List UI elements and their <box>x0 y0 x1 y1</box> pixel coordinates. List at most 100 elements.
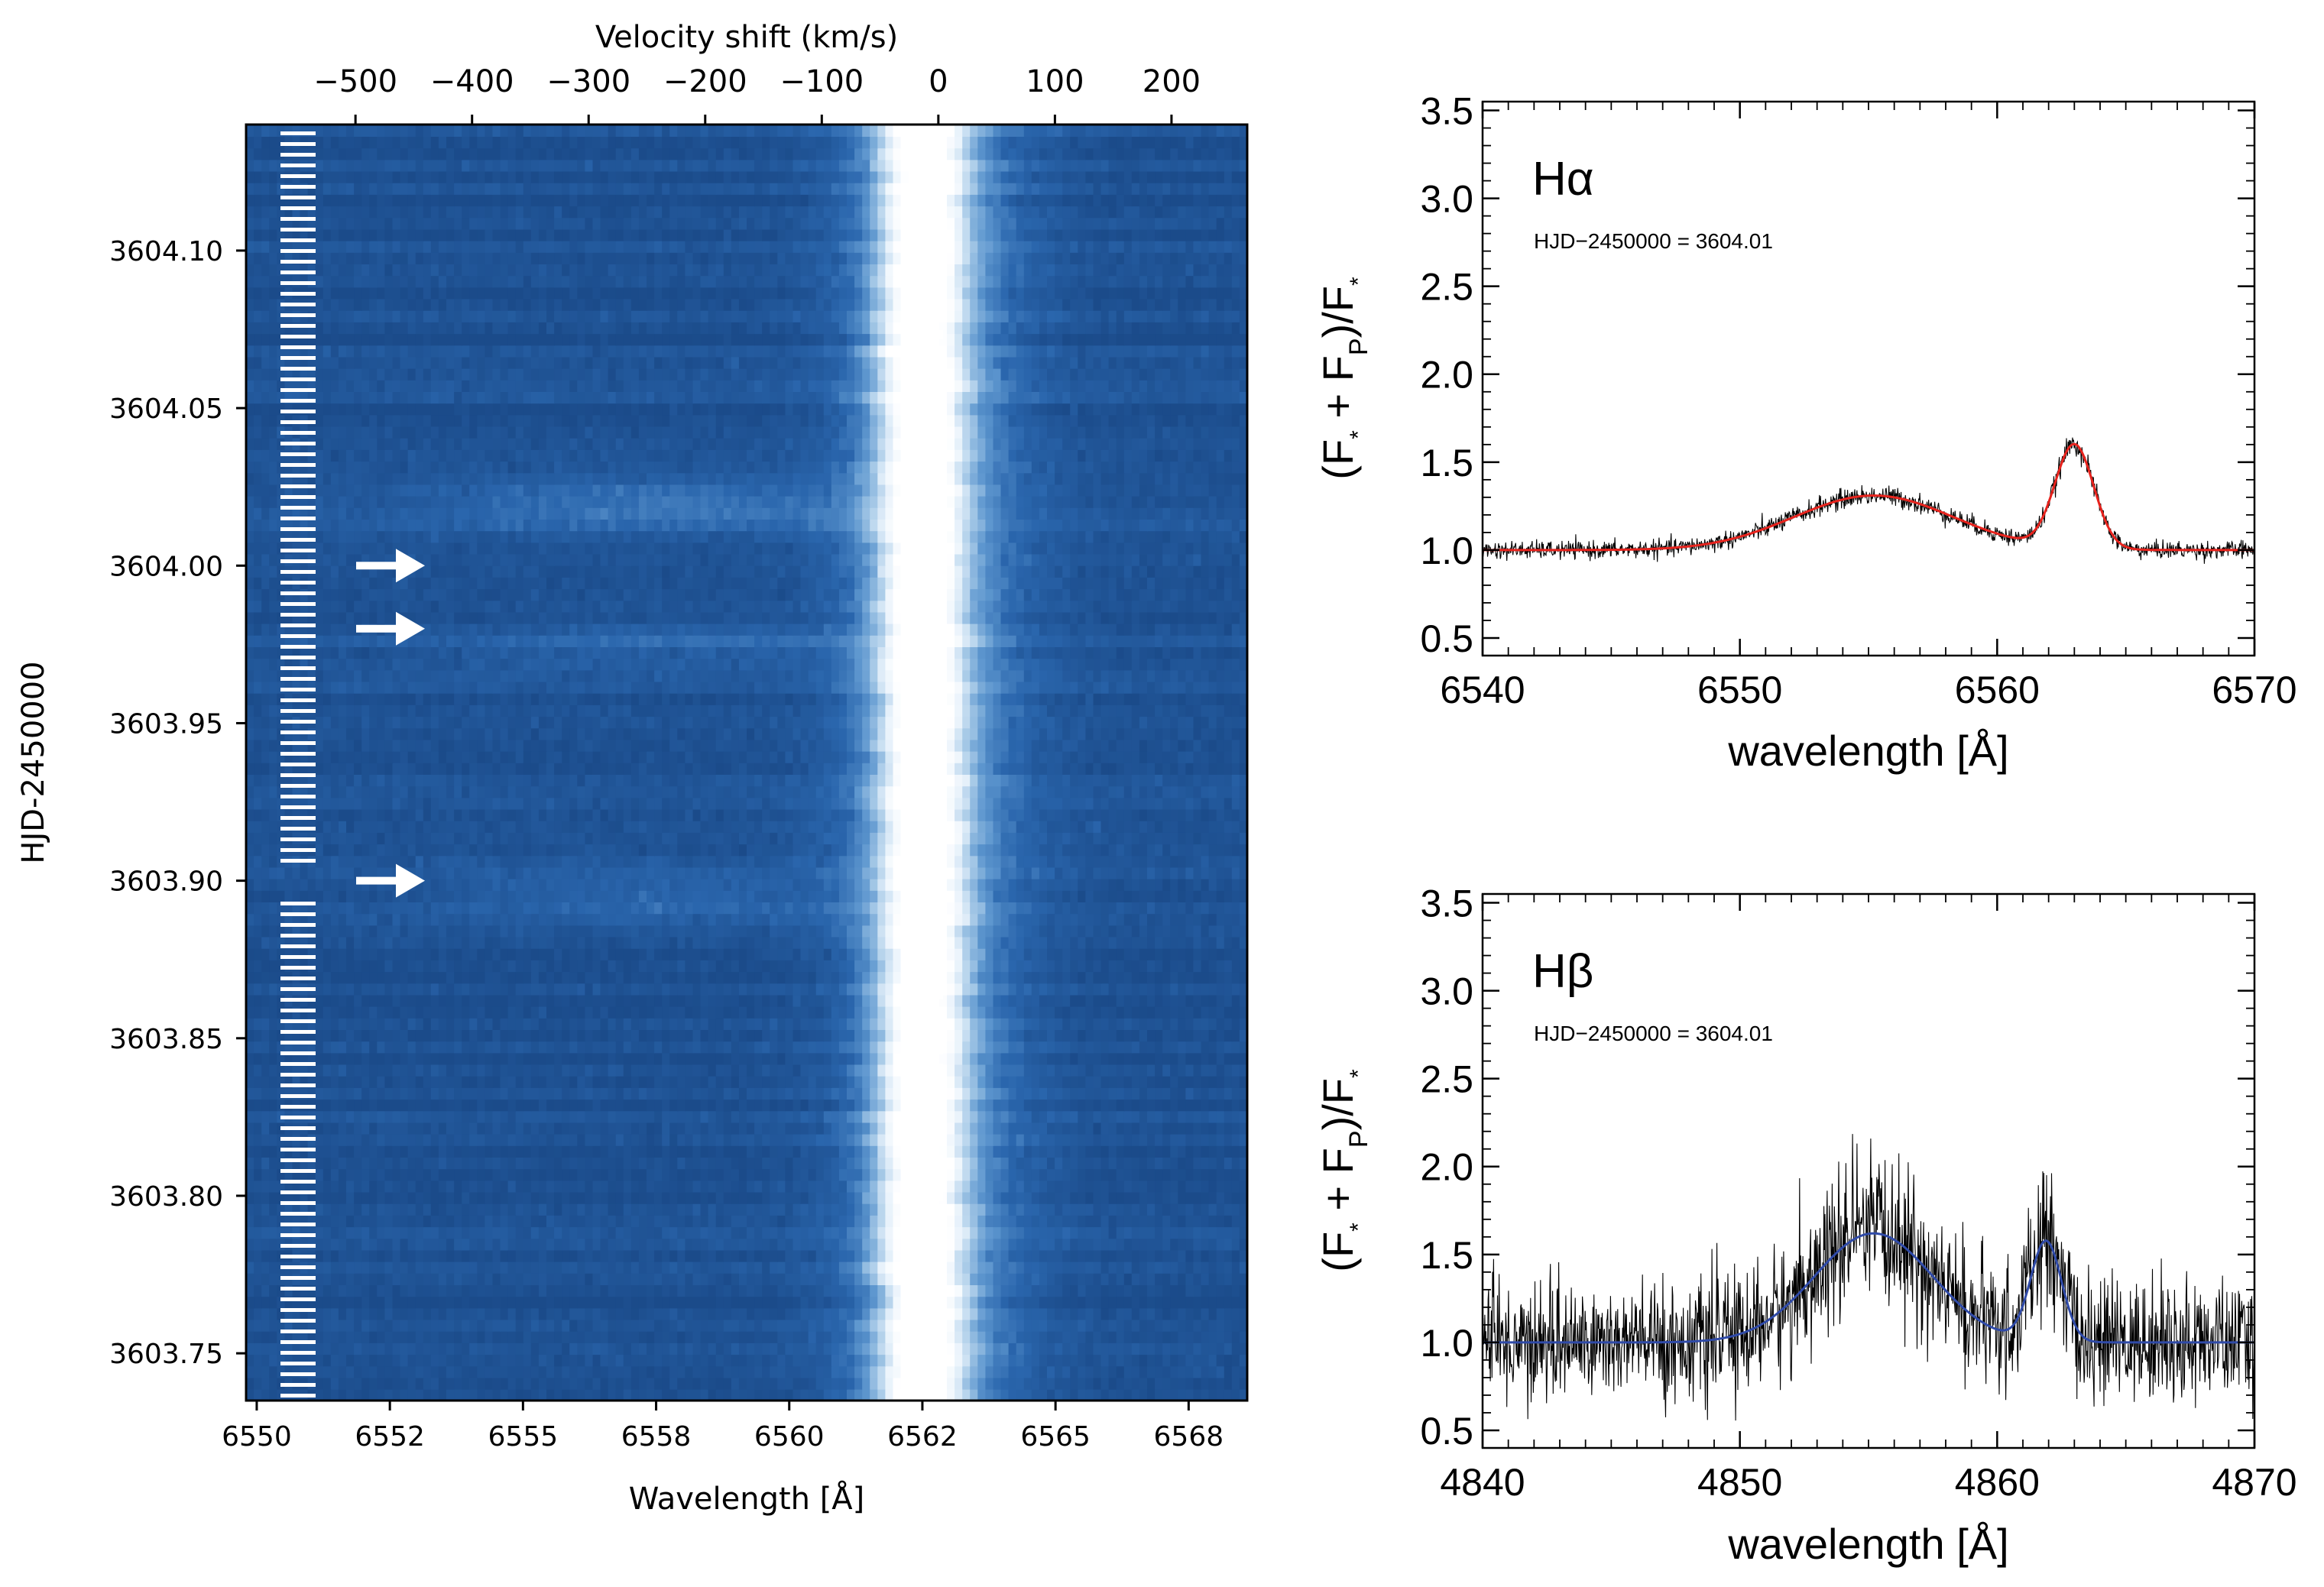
heatmap-cell <box>931 1273 940 1285</box>
heatmap-cell <box>507 1296 517 1309</box>
heatmap-cell <box>592 1226 601 1239</box>
heatmap-cell <box>993 1273 1002 1285</box>
heatmap-cell <box>630 1145 640 1158</box>
heatmap-cell <box>1000 1273 1010 1285</box>
heatmap-cell <box>1023 1249 1032 1262</box>
heatmap-cell <box>400 1133 409 1146</box>
heatmap-cell <box>530 1122 540 1135</box>
heatmap-cell <box>1062 1330 1071 1343</box>
heatmap-cell <box>669 1099 679 1112</box>
heatmap-cell <box>546 1249 555 1262</box>
heatmap-cell <box>462 1075 471 1088</box>
heatmap-cell <box>315 1388 324 1401</box>
heatmap-cell <box>862 1133 871 1146</box>
heatmap-cell <box>454 1215 462 1228</box>
heatmap-cell <box>685 1319 694 1332</box>
heatmap-cell <box>808 1330 817 1343</box>
heatmap-cell <box>407 947 417 960</box>
heatmap-cell <box>931 1145 940 1158</box>
heatmap-cell <box>562 960 571 973</box>
heatmap-cell <box>423 1029 432 1042</box>
heatmap-cell <box>916 1133 925 1146</box>
heatmap-cell <box>1162 1168 1172 1181</box>
heatmap-cell <box>1047 1110 1055 1123</box>
heatmap-cell <box>1055 1249 1063 1262</box>
heatmap-cell <box>1008 1388 1017 1401</box>
heatmap-cell <box>369 1157 378 1170</box>
heatmap-cell <box>254 1319 262 1332</box>
heatmap-cell <box>1224 1342 1233 1355</box>
heatmap-cell <box>870 1087 879 1100</box>
heatmap-cell <box>1078 1365 1087 1378</box>
heatmap-cell <box>500 1099 509 1112</box>
heatmap-cell <box>1139 1191 1148 1204</box>
heatmap-cell <box>323 1087 332 1100</box>
heatmap-cell <box>1085 1273 1094 1285</box>
heatmap-cell <box>415 1075 424 1088</box>
heatmap-cell <box>662 1354 671 1367</box>
heatmap-cell <box>454 1041 462 1054</box>
heatmap-cell <box>1185 1388 1194 1401</box>
heatmap-cell <box>507 1029 517 1042</box>
heatmap-cell <box>608 1284 617 1297</box>
heatmap-cell <box>423 1226 432 1239</box>
heatmap-cell <box>1039 1180 1048 1193</box>
heatmap-cell <box>1123 1238 1133 1251</box>
heatmap-cell <box>723 1284 732 1297</box>
heatmap-cell <box>1239 1261 1247 1274</box>
heatmap-cell <box>908 1354 917 1367</box>
heatmap-cell <box>885 994 894 1007</box>
heatmap-cell <box>438 1261 447 1274</box>
heatmap-cell <box>384 1191 394 1204</box>
heatmap-cell <box>847 1203 855 1216</box>
heatmap-cell <box>955 1261 963 1274</box>
heatmap-cell <box>261 1215 271 1228</box>
heatmap-cell <box>893 1365 902 1378</box>
heatmap-cell <box>477 1273 486 1285</box>
heatmap-cell <box>777 1029 786 1042</box>
heatmap-cell <box>808 1342 817 1355</box>
heatmap-cell <box>955 1018 963 1030</box>
heatmap-cell <box>955 1041 963 1054</box>
heatmap-cell <box>1208 1099 1217 1112</box>
heatmap-cell <box>407 971 417 984</box>
heatmap-cell <box>854 1180 863 1193</box>
heatmap-cell <box>1162 1261 1172 1274</box>
heatmap-cell <box>500 1064 509 1077</box>
heatmap-cell <box>685 1006 694 1019</box>
heatmap-cell <box>485 1319 494 1332</box>
heatmap-cell <box>692 1226 702 1239</box>
heatmap-cell <box>485 1215 494 1228</box>
heatmap-cell <box>1216 1273 1225 1285</box>
heatmap-cell <box>438 1075 447 1088</box>
heatmap-cell <box>323 1365 332 1378</box>
heatmap-cell <box>1062 1388 1071 1401</box>
heatmap-cell <box>731 994 740 1007</box>
heatmap-cell <box>1155 994 1163 1007</box>
heatmap-cell <box>747 1087 755 1100</box>
heatmap-cell <box>838 1180 848 1193</box>
heatmap-cell <box>423 1041 432 1054</box>
heatmap-cell <box>962 1122 971 1135</box>
heatmap-cell <box>269 947 278 960</box>
heatmap-cell <box>1216 1191 1225 1204</box>
heatmap-cell <box>700 1157 709 1170</box>
heatmap-cell <box>638 1110 647 1123</box>
heatmap-cell <box>1162 1226 1172 1239</box>
heatmap-cell <box>1185 1226 1194 1239</box>
heatmap-cell <box>647 1191 655 1204</box>
heatmap-cell <box>261 1296 271 1309</box>
heatmap-cell <box>1224 1273 1233 1285</box>
heatmap-cell <box>1039 1273 1048 1285</box>
heatmap-cell <box>354 994 362 1007</box>
heatmap-cell <box>1185 1145 1194 1158</box>
heatmap-cell <box>554 1145 562 1158</box>
heatmap-cell <box>985 1110 994 1123</box>
heatmap-cell <box>893 1029 902 1042</box>
heatmap-cell <box>330 1330 339 1343</box>
heatmap-cell <box>700 1238 709 1251</box>
heatmap-cell <box>792 1365 802 1378</box>
heatmap-cell <box>1039 1006 1048 1019</box>
heatmap-cell <box>985 1215 994 1228</box>
heatmap-cell <box>847 994 855 1007</box>
